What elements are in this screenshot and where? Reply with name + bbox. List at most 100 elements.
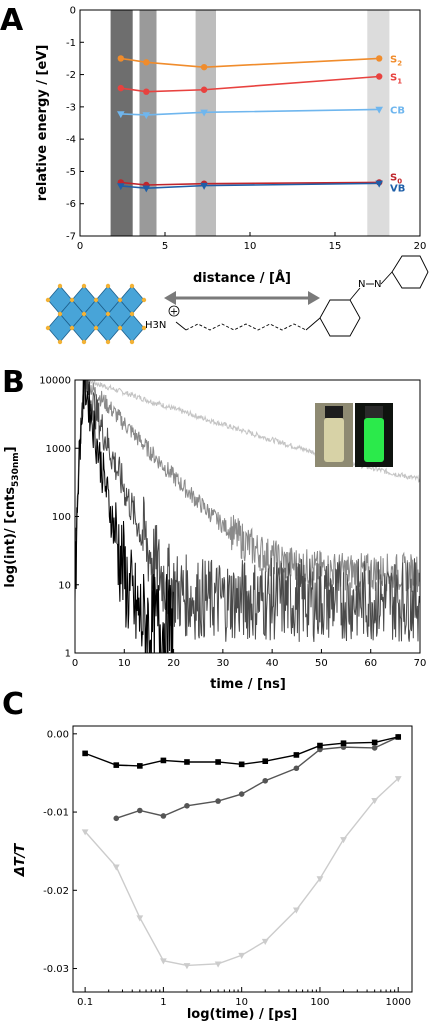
x-tick-label: 50: [315, 658, 328, 669]
y-tick-label: 10: [58, 580, 71, 591]
dt-point-triangle-5: [214, 961, 222, 968]
decay-trace-3: [75, 380, 174, 653]
series-label-sub-S2: 2: [397, 59, 402, 67]
phenyl-ring-1: [319, 299, 361, 337]
x-tick-label: 30: [216, 658, 229, 669]
dt-point-square-10: [340, 740, 347, 747]
panel-b-ticks: 0 10 20 30 40 50 60 70 1 10 100 1000 10000: [39, 376, 426, 670]
arrow-head-left: [164, 291, 176, 305]
y-tick-label: -0.01: [43, 808, 69, 819]
distance-band-3: [367, 10, 390, 236]
dt-point-triangle-1: [112, 864, 120, 871]
y-tick-label: 0: [70, 6, 76, 17]
vial-body-right: [364, 418, 384, 462]
azo-n1: N: [358, 279, 365, 290]
point-VB-0: [117, 183, 125, 191]
vial-cap-right: [365, 406, 383, 418]
azo-n2: N: [374, 279, 381, 290]
panel-label-a: A: [0, 3, 24, 38]
y-tick-label: -3: [66, 102, 76, 113]
vial-cap-left: [325, 406, 343, 418]
series-label-S2: S2: [390, 54, 402, 67]
dt-point-triangle-0: [81, 829, 89, 836]
vial-photo-inset: [315, 403, 393, 467]
y-tick-label: 1: [65, 649, 71, 660]
point-CB-3: [375, 106, 383, 114]
dt-point-circle-3: [184, 803, 190, 809]
dt-point-square-12: [395, 734, 402, 740]
point-VB-2: [200, 182, 208, 190]
dt-point-circle-7: [293, 765, 300, 772]
x-tick-label: 10: [118, 658, 131, 669]
panel-label-c: C: [2, 687, 24, 722]
x-tick-label: 20: [167, 658, 180, 669]
series-line-S2: [120, 57, 380, 68]
point-VB-3: [375, 180, 383, 188]
distance-band-0: [110, 10, 133, 236]
point-CB-0: [117, 111, 125, 119]
panel-b-ylabel: log(int)/ [cnts530nm]: [3, 446, 21, 587]
dt-point-circle-0: [113, 815, 120, 822]
series-line-S1: [120, 75, 380, 93]
dt-point-circle-1: [137, 807, 143, 814]
x-tick-label: 20: [414, 241, 427, 252]
distance-band-1: [139, 10, 157, 236]
dt-point-triangle-6: [238, 952, 246, 960]
n-bond: [175, 321, 187, 331]
x-tick-label: 60: [364, 658, 377, 669]
dt-point-circle-5: [238, 791, 245, 797]
chain-to-ring: [305, 317, 321, 331]
point-S2-3: [376, 55, 383, 62]
series-label-CB: CB: [390, 105, 405, 116]
dt-point-square-5: [215, 759, 221, 765]
arrow-head-right: [308, 291, 320, 305]
dt-point-triangle-9: [316, 876, 324, 883]
panel-label-b: B: [2, 365, 25, 400]
dt-point-circle-2: [160, 813, 167, 819]
ammonium-label: H3N: [145, 320, 166, 331]
dt-point-triangle-4: [183, 963, 191, 970]
x-tick-label: 1: [160, 997, 166, 1008]
series-label-VB: VB: [390, 183, 405, 194]
y-tick-label: -1: [66, 38, 76, 49]
dt-point-square-0: [82, 750, 88, 757]
panel-c-ticks: 0.1 1 10 100 1000 0.00 -0.01 -0.02 -0.03: [43, 729, 411, 1008]
y-tick-label: -5: [66, 167, 76, 178]
y-tick-label: 100: [52, 512, 71, 523]
panel-a-ticks: 0 5 10 15 200-1-2-3-4-5-6-7: [66, 6, 426, 253]
dt-point-triangle-3: [159, 958, 167, 965]
y-tick-label: -4: [66, 135, 76, 146]
y-tick-label: -0.03: [43, 964, 69, 975]
x-tick-label: 0.1: [77, 997, 93, 1008]
dt-point-circle-4: [215, 798, 221, 804]
point-S1-1: [143, 88, 150, 95]
series-line-VB: [120, 182, 380, 190]
series-line-CB: [120, 108, 380, 116]
dt-point-triangle-11: [371, 798, 379, 805]
dt-point-square-8: [293, 752, 300, 758]
series-label-sub-S1: 1: [397, 78, 402, 86]
x-tick-label: 15: [329, 241, 342, 252]
distance-label: distance / [Å]: [193, 270, 291, 286]
point-S1-0: [117, 84, 125, 92]
dt-series-line-circle: [116, 736, 399, 819]
dt-series-line-triangle: [84, 777, 399, 967]
charge-circle: [168, 305, 180, 317]
dt-point-square-4: [184, 759, 190, 765]
y-tick-label: 0.00: [47, 729, 69, 740]
x-tick-label: 100: [310, 997, 329, 1008]
point-CB-1: [142, 112, 151, 120]
decay-trace-1: [75, 380, 420, 593]
panel-b-plot: [75, 380, 420, 653]
panel-a-bands: [110, 10, 390, 236]
point-CB-2: [200, 109, 208, 117]
point-S1-2: [200, 86, 208, 93]
phenyl-ring-2: [391, 255, 429, 289]
dt-point-square-11: [371, 739, 378, 746]
point-S2-1: [143, 59, 150, 66]
molecule-scheme: H3N + N N distance / [Å]: [45, 255, 429, 345]
perovskite-octahedra: [45, 283, 147, 345]
y-tick-label: -6: [66, 199, 76, 210]
panel-c-plot: [81, 734, 402, 970]
